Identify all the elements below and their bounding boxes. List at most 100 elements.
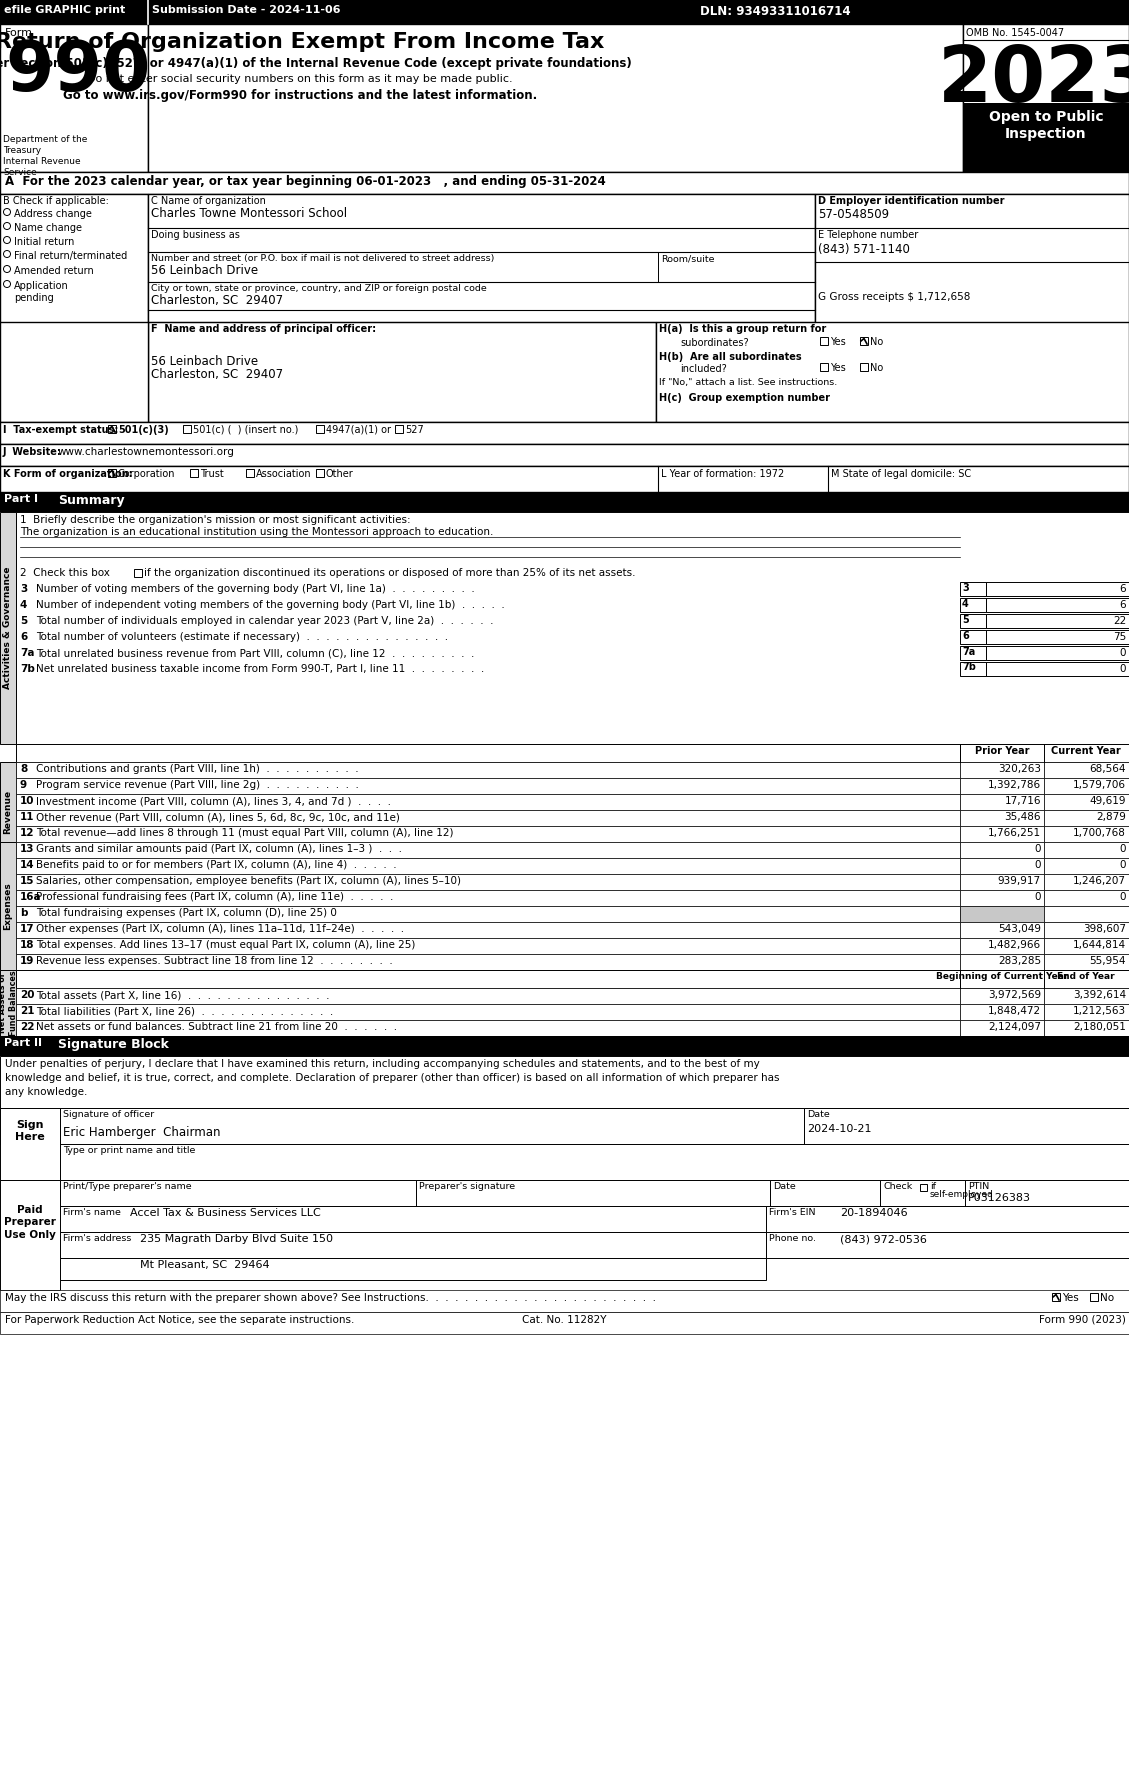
Text: Other: Other	[326, 470, 353, 479]
Bar	[16, 761, 960, 779]
Bar	[316, 470, 324, 477]
Bar	[960, 938, 1044, 954]
Text: any knowledge.: any knowledge.	[5, 1088, 87, 1097]
Bar	[960, 615, 986, 629]
Bar	[960, 954, 1044, 970]
Text: 1,579,706: 1,579,706	[1073, 781, 1126, 789]
Bar	[1044, 826, 1129, 842]
Text: F  Name and address of principal officer:: F Name and address of principal officer:	[151, 323, 376, 334]
Bar	[16, 1021, 960, 1037]
Text: 20: 20	[20, 991, 35, 1000]
Text: K Form of organization:: K Form of organization:	[3, 470, 132, 479]
Text: Open to Public
Inspection: Open to Public Inspection	[989, 109, 1103, 141]
Text: Cat. No. 11282Y: Cat. No. 11282Y	[522, 1316, 606, 1324]
Text: Activities & Governance: Activities & Governance	[3, 567, 12, 689]
Text: Benefits paid to or for members (Part IX, column (A), line 4)  .  .  .  .  .: Benefits paid to or for members (Part IX…	[36, 860, 396, 871]
Bar	[16, 779, 960, 795]
Bar	[986, 599, 1129, 613]
Bar	[60, 1180, 415, 1206]
Bar	[804, 1107, 1129, 1144]
Text: Expenses: Expenses	[3, 883, 12, 931]
Text: Charleston, SC  29407: Charleston, SC 29407	[151, 367, 283, 381]
Text: 55,954: 55,954	[1089, 955, 1126, 966]
Text: 16a: 16a	[20, 892, 42, 902]
Bar	[963, 25, 1129, 171]
Bar	[108, 426, 116, 433]
Text: The organization is an educational institution using the Montessori approach to : The organization is an educational insti…	[20, 526, 493, 537]
Text: Department of the
Treasury
Internal Revenue
Service: Department of the Treasury Internal Reve…	[3, 134, 87, 177]
Bar	[960, 890, 1044, 906]
Text: Room/suite: Room/suite	[660, 254, 715, 263]
Bar	[0, 321, 148, 422]
Bar	[1044, 954, 1129, 970]
Text: Investment income (Part VIII, column (A), lines 3, 4, and 7d )  .  .  .  .: Investment income (Part VIII, column (A)…	[36, 796, 391, 805]
Bar	[0, 1107, 60, 1180]
Text: 0: 0	[1034, 844, 1041, 855]
Bar	[0, 970, 16, 1037]
Text: 0: 0	[1034, 860, 1041, 871]
Text: Grants and similar amounts paid (Part IX, column (A), lines 1–3 )  .  .  .: Grants and similar amounts paid (Part IX…	[36, 844, 402, 855]
Text: Professional fundraising fees (Part IX, column (A), line 11e)  .  .  .  .  .: Professional fundraising fees (Part IX, …	[36, 892, 393, 902]
Text: E Telephone number: E Telephone number	[819, 230, 918, 240]
Bar	[148, 194, 815, 413]
Bar	[60, 1144, 1129, 1180]
Bar	[415, 1180, 770, 1206]
Bar	[16, 874, 960, 890]
Text: Check: Check	[883, 1181, 912, 1190]
Text: 0: 0	[1120, 860, 1126, 871]
Text: Return of Organization Exempt From Income Tax: Return of Organization Exempt From Incom…	[0, 32, 605, 51]
Text: 990: 990	[5, 39, 150, 104]
Text: 1,700,768: 1,700,768	[1074, 828, 1126, 839]
Text: PTIN: PTIN	[968, 1181, 989, 1190]
Text: Beginning of Current Year: Beginning of Current Year	[936, 971, 1068, 980]
Bar	[0, 171, 1129, 194]
Bar	[16, 842, 960, 858]
Bar	[16, 922, 960, 938]
Bar	[1044, 761, 1129, 779]
Text: Type or print name and title: Type or print name and title	[63, 1146, 195, 1155]
Text: Net assets or fund balances. Subtract line 21 from line 20  .  .  .  .  .  .: Net assets or fund balances. Subtract li…	[36, 1023, 397, 1031]
Bar	[1044, 779, 1129, 795]
Text: 18: 18	[20, 940, 35, 950]
Text: 12: 12	[20, 828, 35, 839]
Text: Go to www.irs.gov/Form990 for instructions and the latest information.: Go to www.irs.gov/Form990 for instructio…	[63, 88, 537, 102]
Bar	[148, 321, 656, 422]
Text: b: b	[20, 908, 27, 918]
Text: Print/Type preparer's name: Print/Type preparer's name	[63, 1181, 192, 1190]
Bar	[16, 890, 960, 906]
Bar	[1044, 811, 1129, 826]
Text: Amended return: Amended return	[14, 267, 94, 275]
Text: efile GRAPHIC print: efile GRAPHIC print	[5, 5, 125, 14]
Text: 2  Check this box: 2 Check this box	[20, 569, 110, 577]
Text: 235 Magrath Darby Blvd Suite 150: 235 Magrath Darby Blvd Suite 150	[140, 1234, 333, 1243]
Bar	[920, 1183, 927, 1190]
Bar	[820, 337, 828, 344]
Bar	[148, 25, 963, 171]
Text: Final return/terminated: Final return/terminated	[14, 251, 128, 261]
Text: www.charlestownemontessori.org: www.charlestownemontessori.org	[58, 447, 235, 457]
Bar	[1044, 890, 1129, 906]
Text: 57-0548509: 57-0548509	[819, 208, 890, 221]
Text: Yes: Yes	[830, 337, 846, 346]
Bar	[246, 470, 254, 477]
Text: D Employer identification number: D Employer identification number	[819, 196, 1005, 207]
Bar	[16, 795, 960, 811]
Text: End of Year: End of Year	[1057, 971, 1114, 980]
Text: 398,607: 398,607	[1083, 924, 1126, 934]
Text: May the IRS discuss this return with the preparer shown above? See Instructions.: May the IRS discuss this return with the…	[5, 1293, 656, 1303]
Text: subordinates?: subordinates?	[680, 337, 749, 348]
Text: 3,392,614: 3,392,614	[1073, 991, 1126, 1000]
Text: I  Tax-exempt status:: I Tax-exempt status:	[3, 426, 119, 434]
Text: 501(c) (  ) (insert no.): 501(c) ( ) (insert no.)	[193, 426, 298, 434]
Text: Under section 501(c), 527, or 4947(a)(1) of the Internal Revenue Code (except pr: Under section 501(c), 527, or 4947(a)(1)…	[0, 57, 631, 71]
Text: Revenue: Revenue	[3, 789, 12, 834]
Text: Contributions and grants (Part VIII, line 1h)  .  .  .  .  .  .  .  .  .  .: Contributions and grants (Part VIII, lin…	[36, 765, 359, 774]
Text: 2,180,051: 2,180,051	[1074, 1023, 1126, 1031]
Text: Date: Date	[807, 1111, 830, 1120]
Text: 56 Leinbach Drive: 56 Leinbach Drive	[151, 355, 259, 367]
Text: 14: 14	[20, 860, 35, 871]
Text: Total assets (Part X, line 16)  .  .  .  .  .  .  .  .  .  .  .  .  .  .  .: Total assets (Part X, line 16) . . . . .…	[36, 991, 330, 1000]
Bar	[60, 1206, 765, 1233]
Text: 7b: 7b	[962, 662, 975, 673]
Text: 2,879: 2,879	[1096, 812, 1126, 821]
